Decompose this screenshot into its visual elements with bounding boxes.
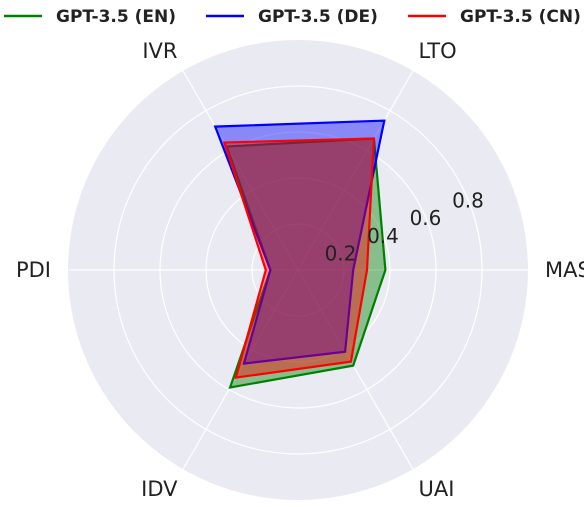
spoke-uai bbox=[297, 269, 414, 470]
tick-label-1: 0.2 bbox=[325, 241, 357, 265]
spoke-lto bbox=[297, 70, 414, 271]
legend-item-gpt-3-5-de: GPT-3.5 (DE) bbox=[206, 7, 378, 27]
legend-label: GPT-3.5 (CN) bbox=[460, 7, 581, 27]
legend-item-gpt-3-5-cn: GPT-3.5 (CN) bbox=[408, 7, 581, 27]
axis-label-lto: LTO bbox=[419, 39, 457, 63]
legend-label: GPT-3.5 (EN) bbox=[56, 7, 176, 27]
series-gpt-3-5-de bbox=[213, 119, 386, 365]
tick-label-4: 0.8 bbox=[452, 189, 484, 213]
series-gpt-3-5-cn bbox=[222, 137, 376, 379]
legend-label: GPT-3.5 (DE) bbox=[258, 7, 378, 27]
legend: GPT-3.5 (EN) GPT-3.5 (DE) GPT-3.5 (CN) bbox=[4, 7, 581, 27]
axis-label-pdi: PDI bbox=[16, 258, 51, 282]
axis-label-uai: UAI bbox=[419, 477, 455, 501]
legend-item-gpt-3-5-en: GPT-3.5 (EN) bbox=[4, 7, 176, 27]
axis-labels: MAS LTO IVR PDI IDV UAI bbox=[16, 39, 584, 501]
spoke-idv bbox=[182, 269, 299, 470]
tick-label-3: 0.6 bbox=[410, 206, 442, 230]
radial-ticks: 0.2 0.4 0.6 0.8 bbox=[325, 189, 484, 266]
spoke-ivr bbox=[182, 70, 299, 271]
axis-label-ivr: IVR bbox=[142, 39, 177, 63]
series-layer bbox=[213, 119, 387, 389]
axis-label-mas: MAS bbox=[545, 258, 584, 282]
axis-label-idv: IDV bbox=[141, 477, 178, 501]
tick-label-2: 0.4 bbox=[367, 224, 399, 248]
grid bbox=[68, 70, 528, 470]
